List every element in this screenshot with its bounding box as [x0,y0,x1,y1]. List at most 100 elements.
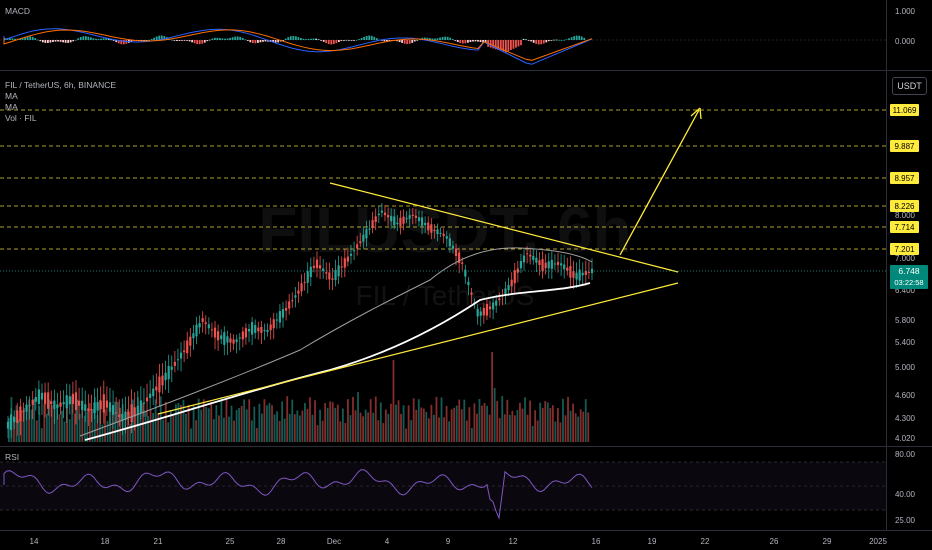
macd-histogram-bar [477,40,479,42]
macd-histogram-bar [502,40,505,52]
candle-body [550,259,553,269]
macd-line [3,28,593,65]
candle-body [442,233,445,237]
macd-histogram-bar [426,37,429,40]
candle-body [544,262,547,269]
volume-bar [412,398,415,442]
macd-histogram-bar [575,35,578,40]
volume-bar [465,420,468,442]
currency-button[interactable]: USDT [892,77,927,95]
triangle-upper-trendline [329,182,679,273]
candle-body [158,376,161,393]
candle-body [235,339,238,342]
candle-body [482,308,485,316]
macd-histogram-bar [284,38,287,40]
candle-body [43,392,47,405]
time-axis-label-9: 16 [592,537,601,546]
volume-bar [501,396,504,442]
volume-bar [369,399,372,442]
macd-histogram-bar [540,40,543,45]
macd-histogram-bar [464,40,467,44]
volume-bar [28,399,31,442]
volume-bar [8,418,10,442]
macd-histogram-bar [573,36,576,40]
rsi-legend[interactable]: RSI [5,452,20,462]
volume-bar [534,410,537,442]
candle-body [359,241,362,244]
macd-histogram-bar [145,40,148,41]
volume-bar [379,402,382,442]
macd-histogram-bar [59,40,62,42]
volume-bar [445,406,448,442]
candle-body [420,217,424,226]
volume-legend[interactable]: Vol · FIL [5,113,37,123]
volume-bar [521,408,524,442]
macd-histogram-bar [317,39,320,41]
ma1-legend[interactable]: MA [5,91,18,101]
macd-histogram-bar [310,38,312,40]
macd-histogram-bar [62,40,64,43]
macd-panel-divider [0,70,932,71]
ma2-legend[interactable]: MA [5,102,18,112]
volume-bar [111,407,114,442]
macd-histogram-bar [90,37,92,40]
volume-bar [508,414,511,442]
macd-histogram-bar [143,40,145,41]
candle-body [439,232,442,234]
volume-bar [587,412,590,442]
macd-histogram-bar [122,40,125,45]
volume-bar [433,414,435,442]
volume-bar [410,420,413,442]
volume-bar [326,407,329,442]
volume-bar [48,399,51,442]
volume-bar [187,404,190,442]
volume-bar [243,399,246,442]
candle-body [479,311,482,316]
volume-bar [372,412,375,442]
volume-bar [473,403,476,442]
macd-histogram-bar [216,37,219,40]
rsi-panel-divider [0,446,932,447]
candle-body [464,269,467,277]
macd-legend[interactable]: MACD [5,6,31,16]
candle-body [337,265,340,277]
volume-bar [309,397,311,442]
volume-bar [349,415,352,442]
volume-bar [577,416,580,442]
macd-histogram-bar [173,40,176,41]
volume-bar [35,420,38,442]
candle-body [309,266,312,278]
candle-body [566,267,569,271]
macd-histogram-bar [54,40,57,42]
volume-bar [149,409,152,442]
volume-bar [83,415,86,442]
candle-body [340,266,343,268]
macd-histogram-bar [208,39,211,41]
candle-body [19,406,22,422]
price-axis-label-3: 5.800 [895,316,916,325]
macd-histogram-bar [272,40,274,43]
volume-bar [129,423,132,442]
volume-bar [478,398,481,442]
macd-histogram-bar [117,40,120,44]
candle-body [56,404,59,408]
volume-bar [314,400,316,442]
volume-bar [496,401,499,442]
candle-body [155,386,158,391]
candle-body [312,265,316,268]
candle-body [587,271,591,273]
volume-bar [584,399,587,442]
volume-bar [306,408,309,442]
candle-body [37,389,40,404]
macd-histogram-bar [545,40,548,43]
price-axis-label-8: 4.020 [895,434,916,443]
volume-bar [250,420,253,442]
macd-histogram-bar [262,40,264,42]
macd-histogram-bar [368,35,371,40]
macd-histogram-bar [416,39,419,41]
pair-title[interactable]: FIL / TetherUS, 6h, BINANCE [5,80,117,90]
candle-body [569,266,572,278]
candle-body [461,262,464,264]
